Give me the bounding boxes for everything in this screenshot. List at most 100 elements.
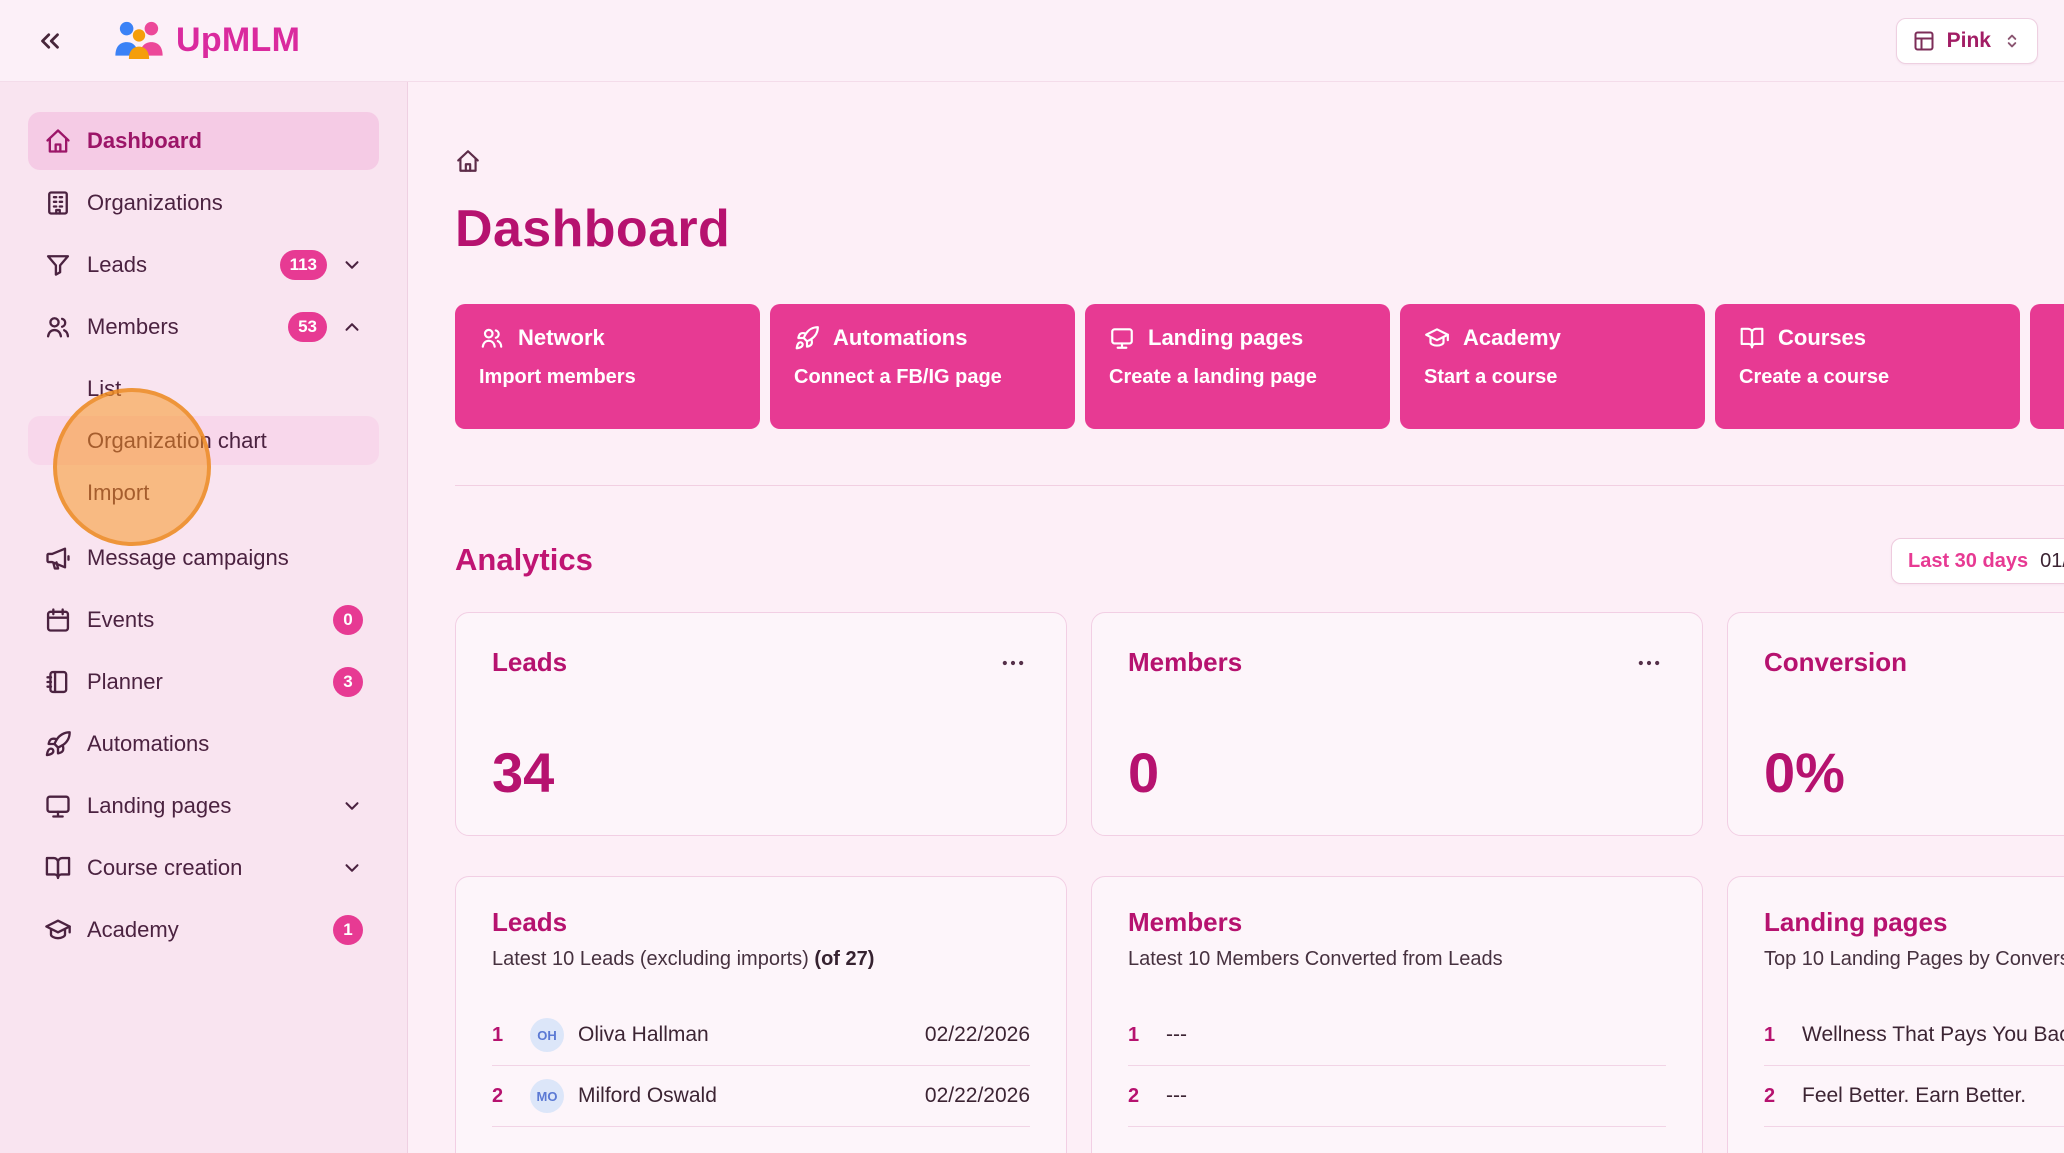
theme-selector-button[interactable]: Pink xyxy=(1895,17,2038,64)
list-item[interactable]: 1 Wellness That Pays You Back xyxy=(1764,1005,2064,1066)
rocket-icon xyxy=(794,325,820,351)
sidebar-item-landing-pages[interactable]: Landing pages xyxy=(28,777,379,835)
row-index: 1 xyxy=(492,1023,504,1046)
chevrons-left-icon xyxy=(35,26,65,56)
range-value: 01/2 xyxy=(2040,549,2064,572)
sidebar-item-members[interactable]: Members 53 xyxy=(28,298,379,356)
quick-action-title: Academy xyxy=(1463,325,1561,350)
users-icon xyxy=(44,313,72,341)
sidebar-item-leads[interactable]: Leads 113 xyxy=(28,236,379,294)
quick-actions-row: Network Import members Automations Conne… xyxy=(455,304,2064,429)
theme-selector-value: Pink xyxy=(1946,28,1991,52)
quick-action-landing-pages[interactable]: Landing pages Create a landing page xyxy=(1085,304,1390,429)
analytics-heading: Analytics xyxy=(455,542,593,577)
sidebar-item-course-creation[interactable]: Course creation xyxy=(28,839,379,897)
section-divider xyxy=(455,485,2064,486)
sidebar-item-label: Leads xyxy=(87,252,147,277)
submenu-item-label: Organization chart xyxy=(87,427,267,453)
list-card-title: Leads xyxy=(492,907,568,937)
chevron-down-icon[interactable] xyxy=(341,795,363,817)
sidebar-item-label: Organizations xyxy=(87,190,223,215)
rocket-icon xyxy=(44,730,72,758)
stat-card-conversion: Conversion 0% xyxy=(1727,612,2064,836)
quick-action-academy[interactable]: Academy Start a course xyxy=(1400,304,1705,429)
avatar: MO xyxy=(530,1079,564,1113)
sidebar: Dashboard Organizations Leads 113 Member… xyxy=(0,82,408,1153)
lead-name: Oliva Hallman xyxy=(578,1023,709,1046)
stat-card-title: Conversion xyxy=(1764,647,1908,677)
submenu-item-organization-chart[interactable]: Organization chart xyxy=(28,416,379,465)
sidebar-item-label: Events xyxy=(87,607,155,632)
quick-action-automations[interactable]: Automations Connect a FB/IG page xyxy=(770,304,1075,429)
quick-action-title: Courses xyxy=(1778,325,1867,350)
row-index: 1 xyxy=(1764,1023,1776,1046)
submenu-item-list[interactable]: List xyxy=(28,364,379,413)
submenu-item-label: Import xyxy=(87,479,150,505)
chevron-up-icon[interactable] xyxy=(341,316,363,338)
upmlm-logo-icon xyxy=(115,21,163,59)
lead-name: Milford Oswald xyxy=(578,1084,717,1107)
list-item[interactable]: 2 Feel Better. Earn Better. xyxy=(1764,1066,2064,1127)
member-name: --- xyxy=(1166,1023,1187,1046)
quick-action-title: Landing pages xyxy=(1148,325,1304,350)
book-icon xyxy=(44,854,72,882)
monitor-icon xyxy=(1109,325,1135,351)
sidebar-item-label: Automations xyxy=(87,731,210,756)
members-list: 1 --- 2 --- xyxy=(1128,1005,1666,1127)
sidebar-item-automations[interactable]: Automations xyxy=(28,715,379,773)
quick-action-courses[interactable]: Courses Create a course xyxy=(1715,304,2020,429)
breadcrumb-home-icon[interactable] xyxy=(455,148,481,174)
quick-action-subtitle: Connect a FB/IG page xyxy=(794,366,1002,388)
events-count-badge: 0 xyxy=(333,605,363,635)
sidebar-item-label: Dashboard xyxy=(87,128,202,153)
notebook-icon xyxy=(44,668,72,696)
collapse-sidebar-button[interactable] xyxy=(26,17,74,65)
list-card-subtitle: Latest 10 Leads (excluding imports) (of … xyxy=(492,948,1030,971)
sidebar-item-message-campaigns[interactable]: Message campaigns xyxy=(28,529,379,587)
quick-action-subtitle: Create a landing page xyxy=(1109,366,1317,388)
sidebar-item-planner[interactable]: Planner 3 xyxy=(28,653,379,711)
members-submenu: List Organization chart Import xyxy=(0,364,407,517)
quick-action-title: Automations xyxy=(833,325,968,350)
avatar: OH xyxy=(530,1018,564,1052)
list-item[interactable]: 1 --- xyxy=(1128,1005,1666,1066)
app-logo[interactable]: UpMLM xyxy=(112,18,300,64)
sidebar-item-events[interactable]: Events 0 xyxy=(28,591,379,649)
graduation-cap-icon xyxy=(1424,325,1450,351)
sidebar-item-dashboard[interactable]: Dashboard xyxy=(28,112,379,170)
topbar: UpMLM Pink xyxy=(0,0,2064,82)
date-range-button[interactable]: Last 30 days 01/2 xyxy=(1891,538,2064,584)
card-menu-button[interactable] xyxy=(1632,651,1666,675)
sidebar-item-organizations[interactable]: Organizations xyxy=(28,174,379,232)
list-card-title: Members xyxy=(1128,907,1243,937)
stat-cards-row: Leads 34 Members 0 Conversion 0% xyxy=(455,612,2064,836)
book-icon xyxy=(1739,325,1765,351)
chevron-down-icon[interactable] xyxy=(341,254,363,276)
submenu-item-import[interactable]: Import xyxy=(28,468,379,517)
list-item[interactable]: 2 MO Milford Oswald 02/22/2026 xyxy=(492,1066,1030,1127)
home-icon xyxy=(44,127,72,155)
quick-action-card-partial[interactable] xyxy=(2030,304,2064,429)
card-menu-button[interactable] xyxy=(996,651,1030,675)
quick-action-subtitle: Create a course xyxy=(1739,366,1890,388)
submenu-item-label: List xyxy=(87,375,122,401)
quick-action-network[interactable]: Network Import members xyxy=(455,304,760,429)
row-index: 2 xyxy=(1128,1084,1140,1107)
subtitle-bold-text: (of 27) xyxy=(814,948,875,970)
sidebar-item-label: Planner xyxy=(87,669,163,694)
sidebar-item-academy[interactable]: Academy 1 xyxy=(28,901,379,959)
page-title: Dashboard xyxy=(455,200,731,258)
list-item[interactable]: 2 --- xyxy=(1128,1066,1666,1127)
stat-card-members: Members 0 xyxy=(1091,612,1703,836)
chevron-up-down-icon xyxy=(2002,31,2022,51)
monitor-icon xyxy=(44,792,72,820)
chevron-down-icon[interactable] xyxy=(341,857,363,879)
subtitle-text: Latest 10 Leads (excluding imports) xyxy=(492,948,809,970)
quick-action-subtitle: Start a course xyxy=(1424,366,1558,388)
stat-card-title: Members xyxy=(1128,647,1243,677)
sidebar-item-label: Landing pages xyxy=(87,793,232,818)
row-index: 1 xyxy=(1128,1023,1140,1046)
stat-card-value: 0 xyxy=(1128,741,1160,804)
calendar-icon xyxy=(44,606,72,634)
list-item[interactable]: 1 OH Oliva Hallman 02/22/2026 xyxy=(492,1005,1030,1066)
